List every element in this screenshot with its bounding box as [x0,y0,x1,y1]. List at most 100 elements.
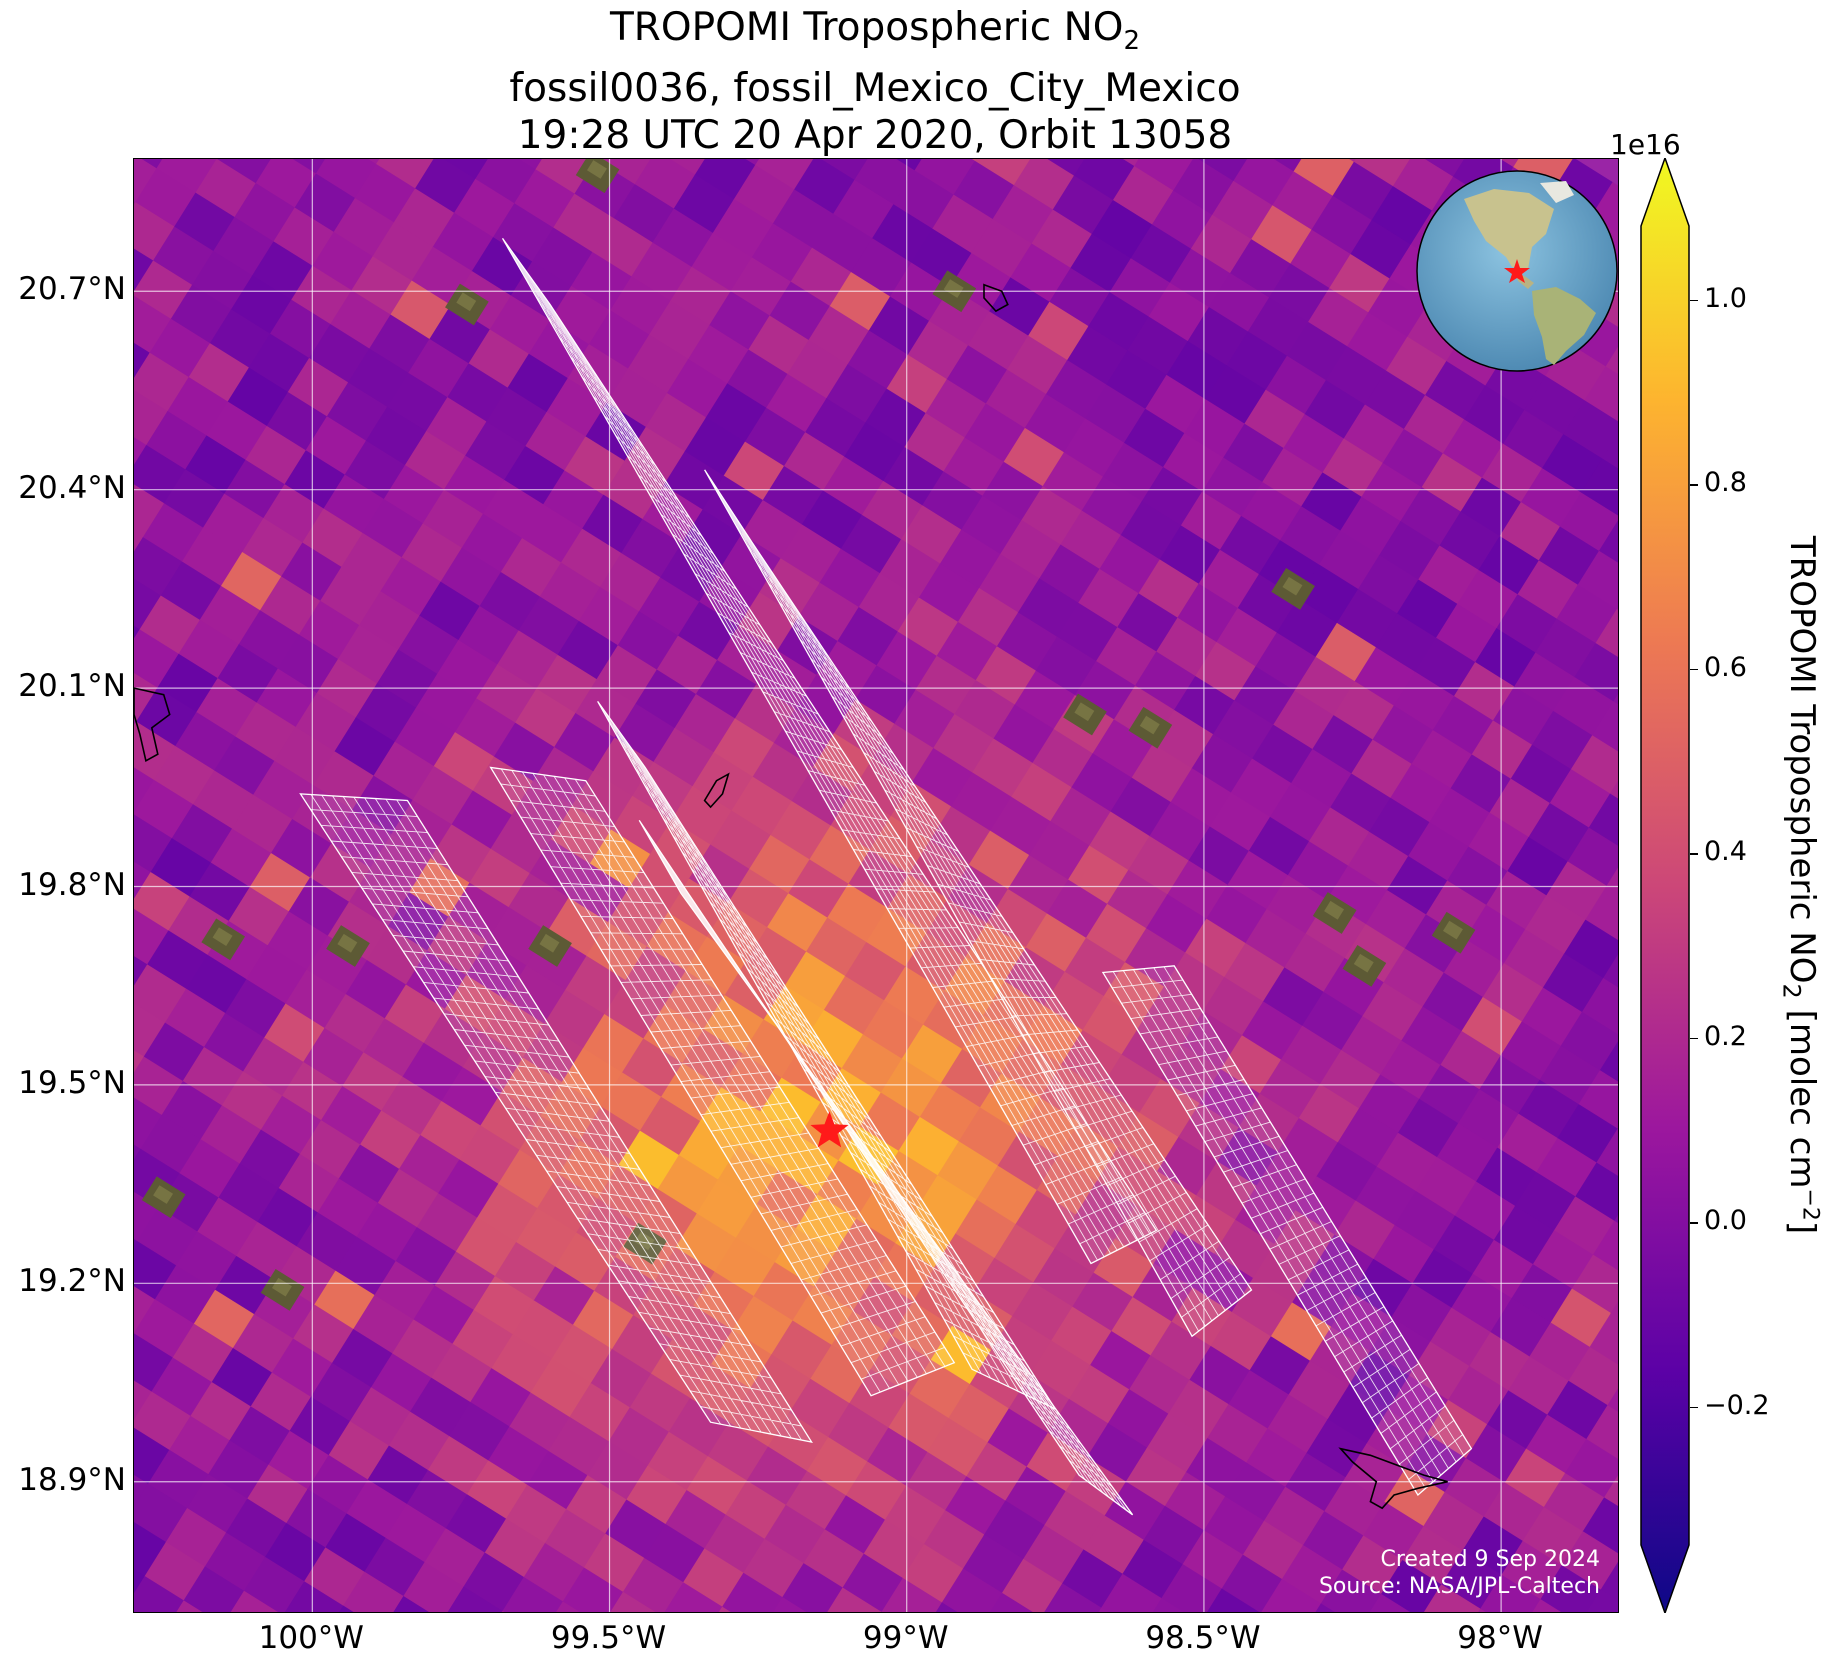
map-gridlines [134,159,1618,1612]
no2-pixel [1043,1491,1106,1551]
no2-pixel [1504,1448,1566,1509]
no2-pixel [551,1324,613,1385]
no2-pixel [1270,1302,1332,1363]
no2-pixel [1181,1010,1243,1071]
no2-pixel [1233,666,1296,727]
no2-pixel [139,595,201,656]
no2-pixel [147,1449,210,1510]
no2-pixel [797,582,860,643]
no2-pixel [475,664,538,725]
no2-pixel [320,1086,383,1146]
no2-pixel [1577,550,1618,611]
no2-pixel [830,791,892,852]
no2-pixel [713,718,775,779]
no2-pixel [1294,1176,1357,1236]
no2-pixel [291,785,354,845]
no2-pixel [134,571,162,631]
no2-pixel [351,775,414,836]
no2-pixel [327,901,389,962]
no2-pixel [1500,1540,1563,1601]
no2-pixel [234,702,297,763]
no2-pixel [1552,676,1615,737]
no2-pixel [139,1114,202,1175]
no2-pixel [1368,797,1431,858]
no2-pixel [1532,1230,1594,1290]
no2-pixel [1061,1549,1124,1610]
chart-title: TROPOMI Tropospheric NO2 fossil0036, fos… [0,4,1750,159]
no2-pixel [1411,1249,1474,1310]
no2-pixel [1362,1501,1425,1562]
no2-pixel [368,314,431,375]
no2-pixel [1106,869,1169,930]
no2-pixel [272,207,335,268]
title-line-1: TROPOMI Tropospheric NO2 [609,5,1141,56]
no2-pixel [407,338,470,399]
no2-pixel [1250,205,1313,265]
no2-pixel [454,698,517,758]
no2-pixel [394,707,456,768]
no2-pixel [192,770,255,831]
no2-pixel [1443,938,1505,999]
no2-pixel [189,1381,252,1442]
no2-pixel [200,1105,262,1165]
no2-pixel [733,165,796,225]
no2-pixel [1013,159,1075,211]
no2-pixel [526,1450,589,1511]
no2-pixel [630,242,693,303]
no2-pixel [1134,651,1197,712]
no2-pixel [622,1557,685,1612]
no2-pixel [213,736,276,797]
no2-pixel [844,941,907,1002]
no2-pixel [161,1080,223,1141]
colorbar-tick-mark [1690,1037,1698,1040]
no2-pixel [1463,385,1526,446]
no2-pixel [1321,438,1384,499]
no2-pixel [1545,861,1608,922]
no2-pixel [592,737,655,798]
no2-pixel [976,1165,1038,1226]
no2-pixel [185,954,248,1015]
no2-pixel [1425,880,1488,941]
no2-pixel [1528,803,1590,863]
no2-pixel [1123,408,1186,469]
no2-pixel [926,1417,989,1478]
no2-pixel [430,1343,493,1404]
no2-pixel [301,508,364,569]
no2-pixel [1052,175,1114,236]
no2-pixel [1394,1191,1456,1251]
no2-pixel [493,722,556,783]
no2-pixel [362,1018,425,1079]
no2-pixel [726,349,789,410]
no2-pixel [988,277,1051,338]
no2-pixel [1281,1545,1343,1605]
no2-pixel [1032,1248,1095,1309]
no2-pixel [1574,1162,1618,1223]
no2-pixel [398,1134,461,1195]
imagery-patch [201,918,246,961]
no2-pixel [1095,627,1158,687]
no2-pixel [583,1533,646,1594]
swath-outline [489,766,956,1397]
no2-pixel [1198,549,1260,610]
no2-pixel [1401,1525,1464,1586]
no2-pixel [621,1038,684,1099]
no2-pixel [1502,409,1565,470]
no2-pixel [727,868,790,929]
no2-pixel [518,596,580,657]
no2-pixel [744,407,807,468]
no2-pixel [1464,904,1527,965]
no2-pixel [358,591,421,651]
no2-pixel [389,280,452,341]
no2-pixel [843,422,906,483]
no2-pixel [393,188,455,249]
no2-pixel [1591,701,1618,762]
no2-pixel [426,916,489,977]
no2-pixel [1492,686,1555,747]
no2-pixel [864,388,927,449]
no2-pixel [334,1236,397,1297]
no2-pixel [1245,1428,1308,1489]
no2-pixel [142,503,204,563]
no2-pixel [1266,1394,1329,1455]
no2-pixel [1346,312,1409,373]
no2-pixel [1034,159,1097,177]
